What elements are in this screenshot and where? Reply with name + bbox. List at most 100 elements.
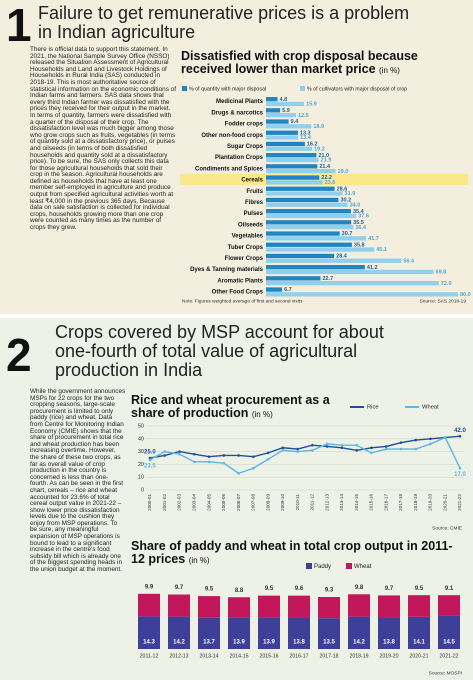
point (311, 443, 314, 447)
value-label: 34.0 (350, 202, 361, 208)
bar (266, 146, 313, 151)
category-label: Fodder crops (225, 122, 264, 128)
bar-segment (288, 617, 310, 649)
value-label: 41.2 (367, 265, 378, 271)
source: Source: MOSPI (429, 670, 462, 676)
line (149, 435, 461, 459)
bar (266, 108, 281, 113)
source: Source: CMIE (432, 525, 462, 531)
x-tick-label: 2013-14 (199, 653, 218, 659)
category-label: Flower Crops (225, 256, 264, 262)
bar-segment (348, 616, 370, 649)
x-tick-label: 2021-22 (457, 494, 462, 511)
point (237, 472, 240, 475)
category-label: Dyes & Tanning materials (190, 267, 264, 273)
category-label: Other Food Crops (212, 290, 264, 296)
point (458, 466, 462, 470)
x-tick-label: 2004-05 (206, 494, 211, 511)
point (178, 450, 181, 453)
value-label: 9.6 (295, 586, 304, 592)
legend-swatch (346, 563, 352, 569)
bar (266, 253, 335, 259)
bar-segment (228, 597, 250, 618)
point (355, 443, 358, 447)
x-tick-label: 2018-19 (349, 653, 368, 659)
category-label: Condiments and Spices (195, 166, 264, 172)
bar-segment (138, 616, 160, 649)
category-label: Fibres (245, 200, 264, 206)
chart-title-text: Dissatisfied with crop disposal because … (181, 49, 418, 76)
x-tick-label: 2011-12 (140, 653, 159, 659)
bar (266, 236, 367, 241)
value-label: 4.8 (280, 97, 288, 103)
bar-segment (378, 617, 400, 649)
point (325, 442, 329, 446)
x-tick-label: 2012-13 (324, 494, 329, 511)
value-label: 21.9 (321, 158, 332, 164)
x-tick-label: 2011-12 (310, 494, 315, 511)
bar (266, 180, 323, 185)
point (207, 455, 211, 459)
value-label: 8.8 (235, 588, 244, 594)
x-tick-label: 2002-03 (177, 494, 182, 511)
value-label: 9.5 (205, 587, 214, 593)
legend-swatch (300, 86, 305, 91)
point (281, 446, 285, 450)
bar-segment (348, 594, 370, 617)
body-text: While the government announces MSPs for … (30, 388, 126, 574)
value-label: 9.3 (325, 588, 334, 594)
value-label: 17.0 (454, 472, 466, 478)
x-tick-label: 2001-02 (162, 494, 167, 511)
value-label: 9.1 (445, 586, 454, 592)
point (355, 449, 358, 452)
value-label: 56.4 (403, 258, 415, 264)
bar (266, 101, 305, 107)
value-label: 18.9 (313, 124, 324, 130)
chart-title: Rice and wheat procurement as a share of… (131, 394, 361, 421)
bar-segment (258, 595, 280, 618)
value-label: 21.0 (318, 153, 329, 159)
value-label: 13.8 (383, 640, 395, 646)
point (192, 460, 196, 464)
bar (266, 124, 312, 129)
category-label: Fruits (246, 189, 263, 195)
x-tick-label: 2008-09 (265, 494, 270, 511)
value-label: 15.9 (306, 102, 317, 108)
bar (266, 157, 319, 163)
point (311, 449, 314, 452)
point (207, 460, 211, 464)
point (414, 447, 418, 451)
value-label: 9.7 (385, 586, 394, 592)
bar (266, 141, 305, 147)
value-label: 35.8 (354, 242, 365, 248)
value-label: 37.6 (358, 214, 369, 220)
point (399, 447, 403, 451)
bar (266, 265, 365, 270)
x-tick-label: 2010-11 (295, 494, 300, 511)
value-label: 6.7 (284, 287, 292, 293)
bar (266, 258, 402, 263)
value-label: 45.1 (376, 247, 387, 253)
point (429, 437, 432, 441)
highlight-band (180, 173, 468, 186)
value-label: 30.7 (342, 231, 353, 237)
bar (266, 113, 296, 118)
point (325, 445, 329, 448)
value-label: 21.4 (319, 164, 331, 170)
value-label: 9.5 (415, 586, 424, 592)
chart-title: Share of paddy and wheat in total crop o… (131, 540, 466, 567)
bar-segment (288, 595, 310, 618)
category-label: Sugar Crops (227, 144, 264, 150)
point (266, 451, 270, 455)
legend-label: Rice (367, 405, 379, 411)
y-tick-label: 0 (141, 487, 144, 493)
x-tick-label: 2016-17 (383, 494, 388, 511)
value-label: 80.0 (460, 292, 471, 298)
value-label: 31.9 (345, 191, 356, 197)
value-label: 29.0 (338, 169, 349, 175)
x-tick-label: 2012-13 (169, 653, 188, 659)
point (148, 456, 152, 460)
value-label: 69.8 (436, 270, 447, 276)
value-label: 19.2 (314, 146, 325, 152)
point (399, 441, 403, 444)
